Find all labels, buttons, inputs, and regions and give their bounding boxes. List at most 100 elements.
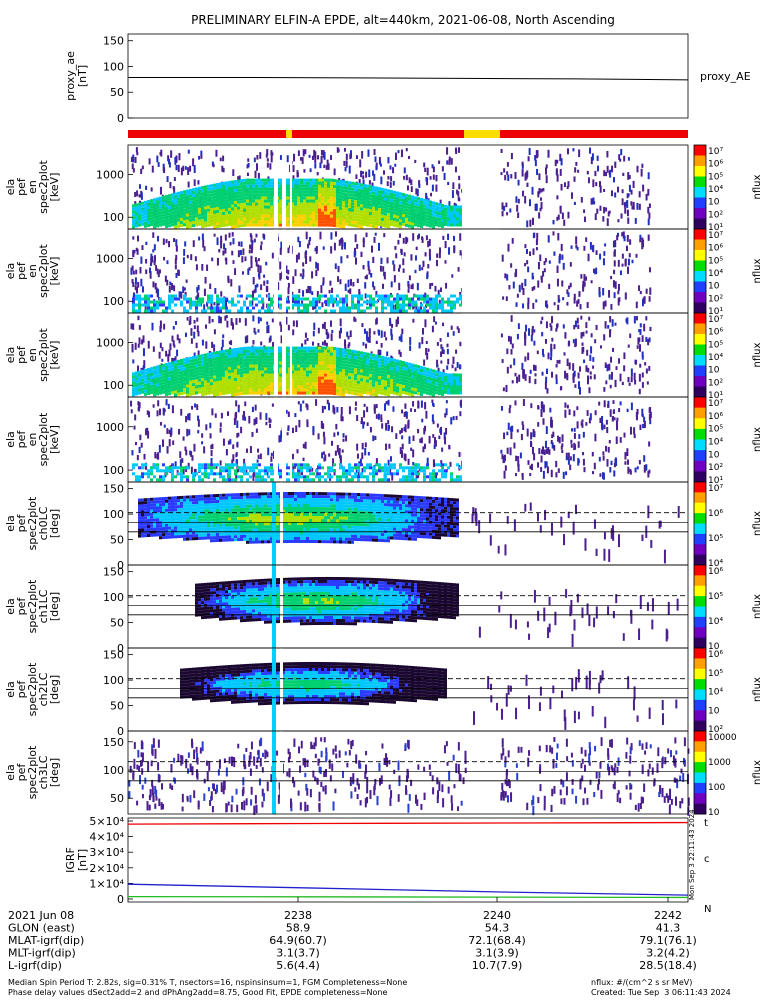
spectrogram-pixel <box>258 368 261 371</box>
spectrogram-pixel <box>210 388 213 391</box>
spectrogram-pixel <box>348 349 351 352</box>
spectrogram-pixel <box>298 289 300 293</box>
spectrogram-pixel <box>300 224 303 227</box>
spectrogram-pixel <box>381 212 384 215</box>
spectrogram-pixel <box>333 301 336 304</box>
spectrogram-pixel <box>577 318 579 324</box>
spectrogram-pixel <box>249 182 252 185</box>
spectrogram-pixel <box>262 234 264 239</box>
spectrogram-pixel <box>342 301 345 304</box>
spectrogram-pixel <box>578 149 580 157</box>
spectrogram-pixel <box>206 265 208 271</box>
spectrogram-pixel <box>219 377 222 380</box>
spectrogram-pixel <box>444 310 447 313</box>
spectrogram-pixel <box>381 301 384 304</box>
spectrogram-pixel <box>252 353 255 356</box>
spectrogram-pixel <box>279 371 282 374</box>
spectrogram-pixel <box>258 191 261 194</box>
spectrogram-pixel <box>240 179 243 182</box>
spectrogram-pixel <box>548 284 550 289</box>
spectrogram-pixel <box>603 207 605 213</box>
spectrogram-pixel <box>225 196 228 199</box>
spectrogram-pixel <box>309 374 312 377</box>
spectrogram-pixel <box>135 380 138 383</box>
spectrogram-pixel <box>506 348 508 354</box>
spectrogram-pixel <box>336 350 339 353</box>
spectrogram-pixel <box>339 204 342 207</box>
spectrogram-pixel <box>201 354 204 357</box>
spectrogram-pixel <box>614 192 616 197</box>
spectrogram-pixel <box>297 212 300 215</box>
spectrogram-pixel <box>186 394 189 397</box>
spectrogram-pixel <box>640 323 642 327</box>
spectrogram-pixel <box>309 206 312 209</box>
spectrogram-pixel <box>267 310 270 313</box>
spectrogram-pixel <box>363 373 366 376</box>
spectrogram-pixel <box>408 301 411 304</box>
spectrogram-pixel <box>249 362 252 365</box>
spectrogram-pixel <box>192 209 195 212</box>
spectrogram-pixel <box>321 188 324 191</box>
spectrogram-pixel <box>144 375 147 378</box>
spectrogram-pixel <box>336 224 339 227</box>
spectrogram-pixel <box>189 372 192 375</box>
spectrogram-pixel <box>396 363 399 366</box>
spectrogram-pixel <box>255 194 258 197</box>
spectrogram-pixel <box>458 147 460 153</box>
spectrogram-pixel <box>219 389 222 392</box>
spectrogram-pixel <box>243 380 246 383</box>
spectrogram-pixel <box>339 189 342 192</box>
spectrogram-pixel <box>222 250 224 255</box>
spectrogram-pixel <box>222 386 225 389</box>
spectrogram-pixel <box>306 218 309 221</box>
spectrogram-pixel <box>345 307 348 310</box>
spectrogram-pixel <box>327 359 330 362</box>
spectrogram-pixel <box>171 196 174 199</box>
proxy-ae-series-label: proxy_AE <box>700 70 751 83</box>
spectrogram-pixel <box>387 195 390 198</box>
spectrogram-pixel <box>183 307 186 310</box>
spectrogram-pixel <box>186 214 189 217</box>
spectrogram-pixel <box>168 203 171 206</box>
spectrogram-pixel <box>459 217 462 220</box>
spectrogram-pixel <box>189 307 192 310</box>
spectrogram-pixel <box>322 324 324 329</box>
spectrogram-pixel <box>536 204 538 211</box>
spectrogram-pixel <box>511 315 513 322</box>
spectrogram-pixel <box>219 203 222 206</box>
spectrogram-pixel <box>330 194 333 197</box>
spectrogram-pixel <box>204 289 206 296</box>
spectrogram-pixel <box>439 252 441 258</box>
spectrogram-pixel <box>360 201 363 204</box>
spectrogram-pixel <box>438 212 441 215</box>
spectrogram-pixel <box>447 349 449 354</box>
spectrogram-pixel <box>558 299 560 302</box>
spectrogram-pixel <box>197 331 199 336</box>
spectrogram-pixel <box>442 323 444 327</box>
spectrogram-pixel <box>264 347 267 350</box>
spectrogram-pixel <box>306 389 309 392</box>
spectrogram-pixel <box>533 365 535 371</box>
spectrogram-pixel <box>357 198 360 201</box>
spectrogram-pixel <box>390 364 393 367</box>
spectrogram-pixel <box>339 366 342 369</box>
spectrogram-pixel <box>213 379 216 382</box>
spectrogram-pixel <box>201 204 204 207</box>
spectrogram-pixel <box>447 220 450 223</box>
spectrogram-pixel <box>234 372 237 375</box>
spectrogram-pixel <box>411 225 414 228</box>
spectrogram-pixel <box>362 171 364 174</box>
spectrogram-pixel <box>297 362 300 365</box>
spectrogram-pixel <box>207 191 210 194</box>
spectrogram-pixel <box>171 370 174 373</box>
spectrogram-pixel <box>345 199 348 202</box>
spectrogram-pixel <box>330 392 333 395</box>
spectrogram-pixel <box>595 182 597 186</box>
spectrogram-pixel <box>323 165 325 168</box>
spectrogram-pixel <box>301 343 303 347</box>
spectrogram-pixel <box>198 379 201 382</box>
spectrogram-pixel <box>369 365 372 368</box>
spectrogram-pixel <box>243 215 246 218</box>
spectrogram-pixel <box>357 295 360 298</box>
spectrogram-pixel <box>423 202 426 205</box>
